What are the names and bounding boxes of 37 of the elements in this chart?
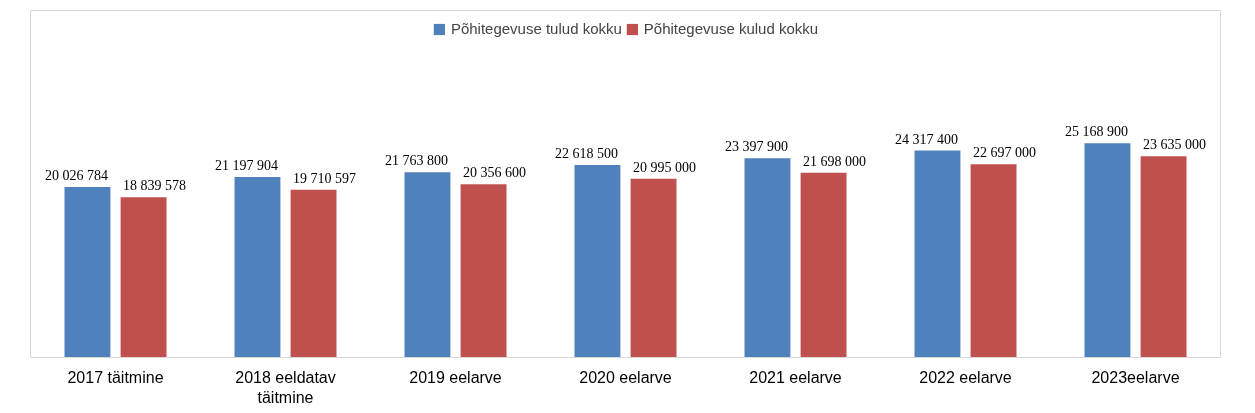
- legend-label: Põhitegevuse tulud kokku: [450, 20, 622, 37]
- x-tick-label: 2021 eelarve: [749, 368, 842, 386]
- data-label: 23 635 000: [1143, 137, 1207, 153]
- x-tick-label: 2022 eelarve: [919, 368, 1012, 386]
- bar: [574, 165, 621, 358]
- data-label: 21 763 800: [384, 153, 448, 169]
- bar: [914, 150, 961, 358]
- x-tick-label: 2018 eeldatav täitmine: [235, 368, 336, 406]
- bar: [460, 184, 507, 358]
- data-label: 20 995 000: [633, 159, 697, 175]
- bar: [120, 197, 167, 358]
- x-tick-label: 2020 eelarve: [579, 368, 672, 386]
- data-label: 22 618 500: [554, 146, 618, 162]
- data-label: 21 197 904: [214, 158, 278, 174]
- bar: [1084, 143, 1131, 358]
- bar: [234, 177, 281, 358]
- data-label: 18 839 578: [123, 178, 187, 194]
- bar: [290, 189, 337, 358]
- data-label: 22 697 000: [973, 145, 1037, 161]
- x-tick-label: 2019 eelarve: [409, 368, 502, 386]
- data-label: 21 698 000: [803, 153, 867, 169]
- bar: [630, 178, 677, 358]
- bar: [800, 172, 847, 358]
- legend-label: Põhitegevuse kulud kokku: [643, 20, 819, 37]
- data-label: 25 168 900: [1064, 124, 1128, 140]
- data-label: 20 356 600: [463, 165, 527, 181]
- x-tick-label: 2023eelarve: [1091, 368, 1180, 386]
- bar: [1140, 156, 1187, 358]
- data-label: 19 710 597: [293, 170, 357, 186]
- bar: [970, 164, 1017, 358]
- data-label: 20 026 784: [44, 168, 108, 184]
- bar: [744, 158, 791, 358]
- data-label: 23 397 900: [724, 139, 788, 155]
- data-label: 24 317 400: [894, 131, 958, 147]
- bar: [64, 187, 111, 358]
- x-tick-label: 2017 täitmine: [67, 368, 164, 386]
- bar: [404, 172, 451, 358]
